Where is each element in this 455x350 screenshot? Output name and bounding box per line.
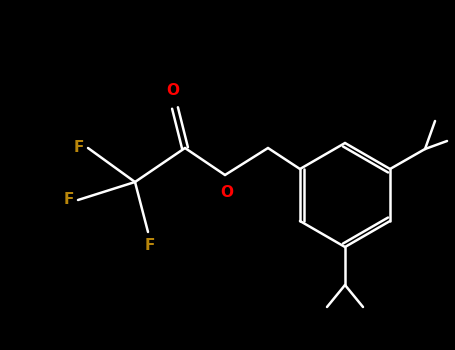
Text: F: F	[145, 238, 155, 253]
Text: F: F	[74, 140, 84, 155]
Text: F: F	[64, 193, 74, 208]
Text: O: O	[221, 185, 233, 200]
Text: O: O	[167, 83, 180, 98]
